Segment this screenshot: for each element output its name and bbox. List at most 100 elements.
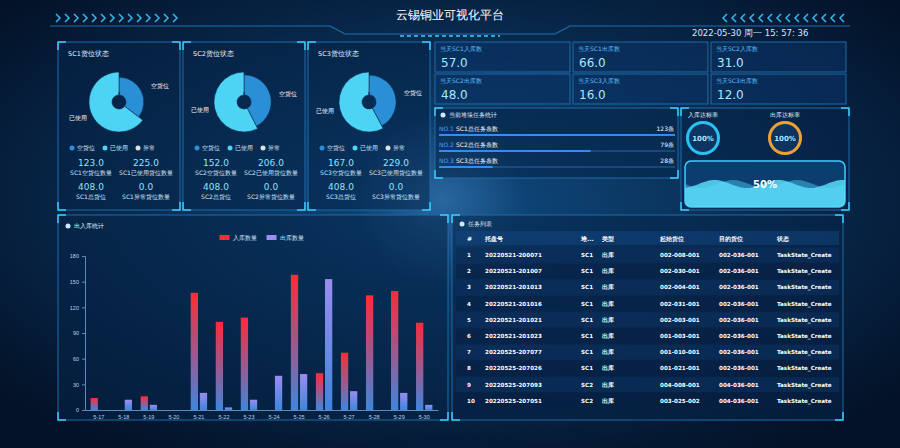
panel-corner: [183, 202, 191, 210]
table-cell: TaskState_Create: [777, 333, 832, 340]
legend-swatch: [228, 146, 233, 151]
bar: [125, 400, 132, 410]
column-head: 状态: [776, 235, 790, 242]
table-header-bg: [456, 231, 839, 245]
kpi-box: [711, 42, 846, 72]
bar: [116, 410, 123, 411]
table-title: 任务列表: [467, 220, 492, 227]
stat-value: 167.0: [328, 158, 354, 168]
tick-label: 5-29: [394, 414, 405, 420]
tick-mark: [82, 333, 85, 334]
bar: [200, 393, 207, 410]
page-title: 云锡铜业可视化平台: [396, 8, 504, 22]
table-cell: 003-025-002: [660, 398, 700, 404]
bar: [350, 391, 357, 410]
tick: 5-17: [93, 414, 104, 420]
legend-swatch: [320, 146, 325, 151]
table-cell: 20220521-201016: [485, 301, 542, 307]
column-head: 目的货位: [719, 235, 743, 243]
stat-label: SC1空货位数量: [70, 169, 112, 177]
chart-title: SC2货位状态: [193, 50, 234, 58]
title-icon: [441, 113, 446, 118]
bar: [325, 279, 332, 410]
tick-mark: [82, 384, 85, 385]
task-track: [439, 166, 675, 168]
tick-label: 5-23: [243, 414, 254, 420]
tick: 5-27: [344, 414, 355, 420]
table-cell: 6: [467, 333, 471, 339]
tick-label: 5-27: [344, 414, 355, 420]
table-cell: 002-036-001: [719, 349, 759, 355]
panel-corner: [297, 202, 305, 210]
table-cell: 20220525-207093: [485, 382, 542, 388]
tick-mark: [82, 410, 85, 411]
panel-corner: [58, 202, 66, 210]
chevron: [173, 14, 177, 22]
task-bar: [439, 150, 591, 152]
stat-value: 152.0: [203, 158, 229, 168]
table-cell: 20220521-201023: [485, 333, 542, 339]
stat-label: SC3空货位数量: [320, 169, 362, 177]
table-cell: 002-036-001: [719, 301, 759, 307]
table-cell: SC1: [581, 284, 593, 290]
task-track: [439, 134, 675, 136]
bar: [300, 374, 307, 410]
chevron: [110, 14, 114, 22]
bar: [241, 318, 248, 410]
tick-label: 5-17: [93, 414, 104, 420]
axis-line: [86, 410, 439, 411]
table-cell: 出库: [602, 364, 614, 371]
chevron: [74, 14, 78, 22]
panel-corner: [308, 202, 316, 210]
table-cell: 004-036-001: [719, 398, 759, 404]
tick: 30: [73, 382, 85, 388]
table-cell: 1: [467, 252, 471, 258]
tick-label: 5-25: [294, 414, 305, 420]
stock-panel: SC2货位状态空货位已使用空货位已使用异常152.0SC2空货位数量206.0S…: [183, 42, 305, 210]
tick: 5-29: [394, 414, 405, 420]
panel-corner: [670, 170, 678, 178]
kpi-value: 57.0: [441, 56, 468, 70]
table-row: [456, 312, 839, 327]
gauge-arc: [768, 121, 802, 155]
panel-corner: [58, 412, 66, 420]
legend-label: 已使用: [110, 144, 128, 151]
stat-label: SC3已使用货位数量: [369, 169, 423, 177]
chevron: [732, 14, 736, 22]
task-track: [439, 150, 675, 152]
chevron: [759, 14, 763, 22]
legend-label: 异常: [393, 144, 405, 151]
tick-label: 5-21: [193, 414, 204, 420]
chart-title: SC1货位状态: [68, 50, 109, 58]
column-head: #: [467, 235, 472, 242]
tick-label: 5-26: [319, 414, 330, 420]
legend-label: 已使用: [360, 144, 378, 151]
stock-panel: SC3货位状态空货位已使用空货位已使用异常167.0SC3空货位数量229.0S…: [308, 42, 430, 210]
bar: [366, 295, 373, 410]
table-row: [456, 296, 839, 311]
bar: [416, 323, 423, 410]
tick: 5-18: [118, 414, 129, 420]
stat-label: SC2异常货位数量: [247, 193, 295, 201]
chevron: [741, 14, 745, 22]
panel-corner: [172, 42, 180, 50]
bar-panel: 出入库统计03060901201501805-175-185-195-205-2…: [58, 215, 448, 420]
chevron: [83, 14, 87, 22]
table-cell: 002-036-001: [719, 317, 759, 323]
tick: 120: [70, 305, 85, 311]
bar: [141, 396, 148, 410]
stat-value: 206.0: [258, 158, 284, 168]
column-head: 堆...: [580, 235, 594, 242]
stat-value: 408.0: [78, 182, 104, 192]
chevron: [137, 14, 141, 22]
bar: [150, 405, 157, 410]
slice-label: 空货位: [279, 90, 297, 98]
table-cell: SC2: [581, 382, 593, 388]
header: 云锡铜业可视化平台2022-05-30 周一 15: 57: 36: [50, 8, 850, 38]
table-cell: 出库: [602, 381, 614, 388]
stat-value: 225.0: [133, 158, 159, 168]
chevron: [813, 14, 817, 22]
table-cell: TaskState_Create: [777, 365, 832, 372]
task-value: 28条: [660, 157, 674, 164]
chevron: [723, 14, 727, 22]
